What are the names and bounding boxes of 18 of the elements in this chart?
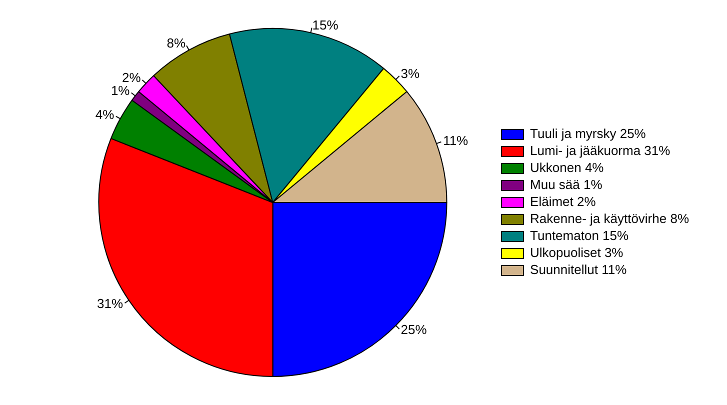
- legend-label: Muu sää 1%: [530, 177, 603, 192]
- legend-label: Suunnitellut 11%: [530, 262, 628, 278]
- data-label: 25%: [400, 322, 428, 338]
- legend-label: Lumi- ja jääkuorma 31%: [530, 143, 671, 158]
- data-label: 11%: [443, 132, 469, 148]
- data-label: 1%: [110, 83, 130, 98]
- data-label: 8%: [166, 35, 186, 50]
- data-label: 15%: [312, 17, 339, 32]
- legend-label: Ukkonen 4%: [530, 160, 604, 176]
- legend-label: Rakenne- ja käyttövirhe 8%: [530, 211, 690, 226]
- legend-label: Eläimet 2%: [530, 194, 596, 210]
- legend-label: Tuntematon 15%: [530, 228, 629, 244]
- data-label: 3%: [400, 66, 420, 82]
- data-label: 31%: [97, 296, 124, 311]
- data-label: 4%: [95, 106, 115, 122]
- legend-label: Tuuli ja myrsky 25%: [530, 126, 646, 142]
- legend-label: Ulkopuoliset 3%: [530, 245, 624, 260]
- data-label: 2%: [122, 70, 142, 86]
